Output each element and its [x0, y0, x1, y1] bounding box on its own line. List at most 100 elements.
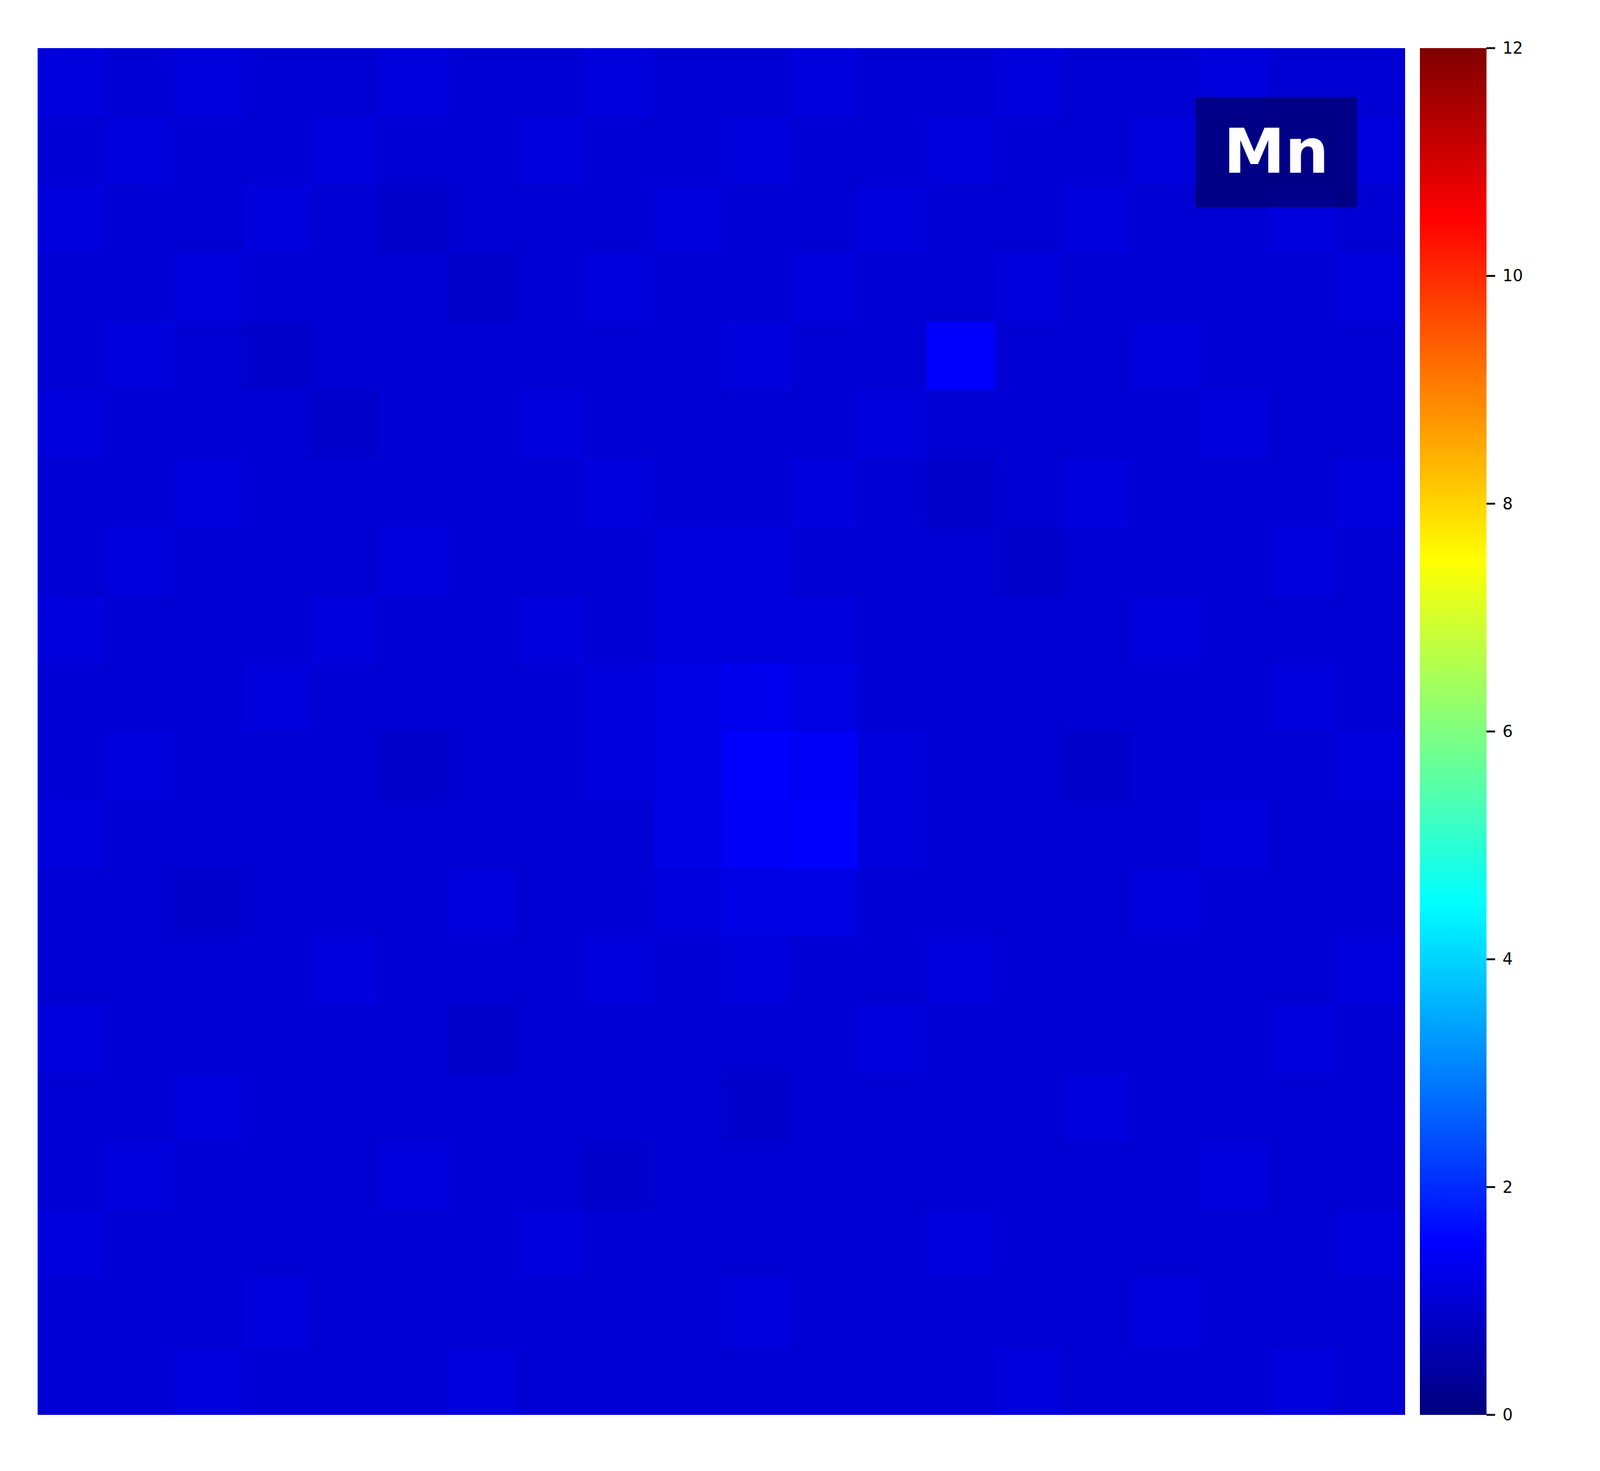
heatmap-cell — [447, 1346, 517, 1415]
heatmap-cell — [1268, 594, 1337, 664]
heatmap-cell — [516, 252, 585, 322]
heatmap-cell — [721, 1210, 791, 1279]
heatmap-cell — [857, 1210, 927, 1279]
heatmap-cell — [653, 116, 722, 186]
heatmap-cell — [926, 185, 995, 254]
heatmap-cell — [653, 663, 722, 732]
heatmap-cell — [721, 116, 791, 186]
heatmap-cell — [310, 1278, 380, 1347]
heatmap-cell — [310, 185, 380, 254]
heatmap-cell — [857, 731, 927, 800]
heatmap-cell — [926, 800, 995, 869]
heatmap-cell — [584, 1210, 654, 1279]
heatmap-cell — [1268, 1141, 1337, 1211]
heatmap-cell — [310, 116, 380, 186]
heatmap-cell — [174, 1141, 244, 1211]
heatmap-cell — [789, 48, 858, 117]
heatmap-cell — [174, 1004, 244, 1074]
heatmap-cell — [1131, 868, 1201, 937]
heatmap-cell — [1199, 1210, 1269, 1279]
heatmap-cell — [653, 252, 722, 322]
heatmap-cell — [447, 48, 517, 117]
heatmap-cell — [106, 526, 175, 596]
heatmap-cell — [1063, 458, 1132, 527]
heatmap-cell — [174, 1278, 244, 1347]
heatmap-cell — [516, 185, 585, 254]
heatmap-cell — [106, 1278, 175, 1347]
heatmap-cell — [1199, 526, 1269, 596]
heatmap-cell — [1336, 526, 1406, 596]
heatmap-cell — [243, 594, 312, 664]
heatmap-cell — [857, 389, 927, 459]
heatmap-cell — [994, 1346, 1064, 1415]
heatmap-cell — [516, 48, 585, 117]
heatmap-cell — [926, 1346, 995, 1415]
heatmap-cell — [516, 1278, 585, 1347]
heatmap-cell — [379, 252, 448, 322]
heatmap-cell — [174, 936, 244, 1005]
heatmap-cell — [857, 185, 927, 254]
colorbar-tick-label: 4 — [1502, 949, 1514, 969]
heatmap-cell — [1336, 252, 1406, 322]
heatmap-cell — [106, 252, 175, 322]
heatmap-cell — [106, 663, 175, 732]
heatmap-cell — [721, 321, 791, 390]
heatmap-cell — [447, 321, 517, 390]
heatmap-cell — [243, 116, 312, 186]
heatmap-cell — [243, 185, 312, 254]
heatmap-cell — [994, 252, 1064, 322]
heatmap-cell — [584, 1141, 654, 1211]
heatmap-cell — [379, 731, 448, 800]
heatmap-cell — [106, 1073, 175, 1142]
heatmap-cell — [1268, 800, 1337, 869]
heatmap-cell — [174, 1210, 244, 1279]
colorbar-tick — [1486, 502, 1496, 505]
heatmap-cell — [1336, 731, 1406, 800]
heatmap-cell — [1199, 321, 1269, 390]
heatmap-cell — [789, 321, 858, 390]
heatmap-cell — [174, 458, 244, 527]
heatmap-cell — [1268, 731, 1337, 800]
heatmap-cell — [310, 868, 380, 937]
heatmap-cell — [653, 731, 722, 800]
heatmap-cell — [310, 1141, 380, 1211]
heatmap-cell — [789, 1141, 858, 1211]
heatmap-cell — [653, 1278, 722, 1347]
heatmap-cell — [1336, 458, 1406, 527]
title-background — [1195, 96, 1357, 208]
heatmap-cell — [310, 1210, 380, 1279]
heatmap-cell — [379, 663, 448, 732]
heatmap-cell — [994, 868, 1064, 937]
heatmap-cell — [174, 526, 244, 596]
heatmap-cell — [1131, 48, 1201, 117]
heatmap-cell — [1131, 936, 1201, 1005]
heatmap-cell — [789, 458, 858, 527]
heatmap-cell — [37, 936, 107, 1005]
heatmap-cell — [721, 936, 791, 1005]
heatmap-cell — [721, 868, 791, 937]
heatmap-cell — [994, 1073, 1064, 1142]
heatmap-cell — [1063, 1004, 1132, 1074]
heatmap-cell — [243, 458, 312, 527]
heatmap-cell — [1199, 1141, 1269, 1211]
heatmap-cell — [1199, 1073, 1269, 1142]
heatmap-cell — [584, 663, 654, 732]
heatmap-cell — [174, 1073, 244, 1142]
heatmap-cell — [516, 663, 585, 732]
heatmap-cell — [310, 800, 380, 869]
heatmap-cell — [1063, 185, 1132, 254]
heatmap-cell — [1131, 116, 1201, 186]
heatmap-cell — [1199, 594, 1269, 664]
colorbar-tick — [1486, 730, 1496, 733]
heatmap-cell — [584, 116, 654, 186]
heatmap-cell — [857, 526, 927, 596]
heatmap-cell — [857, 1141, 927, 1211]
heatmap-cell — [1336, 594, 1406, 664]
heatmap-cell — [106, 321, 175, 390]
heatmap-cell — [37, 1073, 107, 1142]
heatmap-cell — [1063, 663, 1132, 732]
heatmap-cell — [584, 1278, 654, 1347]
heatmap-cell — [926, 321, 995, 390]
heatmap-cell — [1199, 1004, 1269, 1074]
heatmap-cell — [1131, 663, 1201, 732]
